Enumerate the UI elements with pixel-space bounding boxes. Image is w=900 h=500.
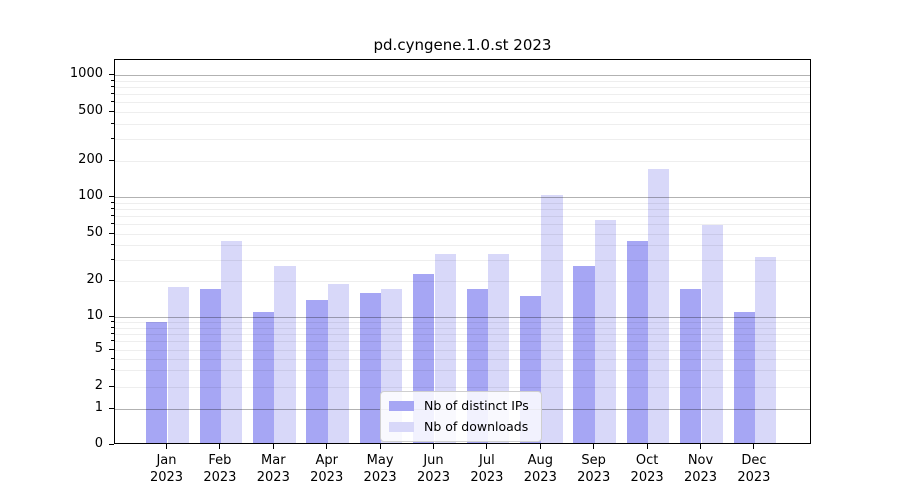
y-tick-label: 50 bbox=[86, 225, 103, 240]
x-tick-label-nov: Nov 2023 bbox=[683, 453, 718, 485]
x-tick-label-feb: Feb 2023 bbox=[203, 453, 237, 485]
bar-distinct-ips-jan bbox=[146, 321, 168, 443]
y-minor-tick-mark bbox=[111, 160, 114, 161]
x-tick-mark bbox=[379, 444, 381, 449]
x-tick-mark bbox=[699, 444, 702, 449]
bar-downloads-oct bbox=[648, 169, 670, 443]
y-minor-tick-mark bbox=[111, 85, 114, 87]
x-tick-mark bbox=[165, 444, 168, 449]
y-minor-tick-mark bbox=[111, 122, 114, 124]
chart-title: pd.cyngene.1.0.st 2023 bbox=[373, 36, 552, 54]
x-tick-label-oct: Oct 2023 bbox=[630, 453, 664, 485]
x-tick-label-jul: Jul 2023 bbox=[470, 453, 504, 485]
y-tick-mark bbox=[109, 443, 114, 445]
y-minor-tick-mark bbox=[111, 201, 114, 203]
bar-downloads-nov bbox=[701, 225, 723, 443]
bar-downloads-dec bbox=[754, 256, 777, 443]
y-tick-mark bbox=[109, 316, 114, 318]
bar-distinct-ips-oct bbox=[626, 240, 649, 443]
y-minor-tick-mark bbox=[111, 233, 114, 234]
bar-downloads-jan bbox=[167, 286, 189, 443]
y-tick-label: 5 bbox=[94, 340, 103, 356]
bar-downloads-apr bbox=[327, 283, 350, 443]
x-tick-mark bbox=[486, 444, 488, 449]
legend-swatch-downloads-icon bbox=[389, 421, 414, 432]
y-minor-tick-mark bbox=[111, 111, 114, 112]
bar-downloads-sep bbox=[594, 220, 617, 443]
bar-downloads-aug bbox=[541, 194, 563, 443]
y-axis: 0 1 2 5 10 20 50 100 200 500 1000 bbox=[0, 59, 114, 451]
x-tick-label-aug: Aug 2023 bbox=[523, 453, 557, 485]
bar-distinct-ips-feb bbox=[199, 289, 221, 443]
y-tick-label: 0 bbox=[94, 435, 103, 451]
y-minor-tick-mark bbox=[111, 357, 114, 359]
bar-distinct-ips-dec bbox=[733, 312, 755, 443]
y-tick-mark bbox=[109, 74, 114, 76]
bar-distinct-ips-mar bbox=[252, 312, 275, 443]
bar-distinct-ips-apr bbox=[306, 299, 328, 443]
x-tick-mark bbox=[219, 444, 221, 449]
y-tick-label: 1 bbox=[94, 400, 103, 415]
y-tick-label: 10 bbox=[86, 308, 103, 323]
y-tick-label: 100 bbox=[78, 188, 103, 203]
y-minor-tick-mark bbox=[111, 320, 114, 322]
x-tick-label-jan: Jan 2023 bbox=[149, 453, 184, 485]
y-minor-tick-mark bbox=[111, 93, 114, 94]
x-tick-mark bbox=[272, 444, 274, 449]
y-minor-tick-mark bbox=[111, 386, 114, 387]
bar-distinct-ips-nov bbox=[680, 289, 702, 443]
y-minor-tick-mark bbox=[111, 340, 114, 341]
y-tick-label: 1000 bbox=[69, 66, 103, 81]
bars-layer bbox=[115, 60, 810, 443]
y-minor-tick-mark bbox=[111, 207, 114, 209]
y-minor-tick-mark bbox=[111, 215, 114, 216]
y-minor-tick-mark bbox=[111, 280, 114, 281]
legend: Nb of distinct IPs Nb of downloads bbox=[380, 391, 542, 442]
x-tick-label-may: May 2023 bbox=[363, 453, 397, 485]
y-minor-tick-mark bbox=[111, 223, 114, 225]
y-tick-label: 200 bbox=[78, 152, 103, 167]
y-minor-tick-mark bbox=[111, 138, 114, 140]
legend-item-distinct-ips: Nb of distinct IPs bbox=[389, 398, 529, 413]
y-minor-tick-mark bbox=[111, 259, 114, 261]
y-minor-tick-mark bbox=[111, 326, 114, 328]
y-tick-label: 20 bbox=[86, 272, 103, 287]
x-tick-mark bbox=[646, 444, 648, 449]
x-tick-mark bbox=[753, 444, 755, 449]
legend-label-downloads: Nb of downloads bbox=[424, 419, 529, 434]
bar-distinct-ips-may bbox=[359, 292, 382, 443]
x-tick-mark bbox=[593, 444, 595, 449]
x-tick-label-apr: Apr 2023 bbox=[310, 453, 344, 485]
y-minor-tick-mark bbox=[111, 244, 114, 246]
y-minor-tick-mark bbox=[111, 369, 114, 371]
bar-downloads-mar bbox=[274, 265, 296, 443]
x-tick-mark bbox=[539, 444, 541, 449]
x-tick-mark bbox=[326, 444, 328, 449]
bar-downloads-feb bbox=[220, 240, 243, 443]
x-axis: Jan 2023 Feb 2023 Mar 2023 Apr 2023 May 2023 Jun 20… bbox=[114, 444, 811, 500]
x-tick-label-dec: Dec 2023 bbox=[737, 453, 771, 485]
x-tick-mark bbox=[432, 444, 435, 449]
x-tick-label-mar: Mar 2023 bbox=[256, 453, 290, 485]
y-tick-mark bbox=[109, 196, 114, 198]
legend-item-downloads: Nb of downloads bbox=[389, 419, 529, 434]
x-tick-label-sep: Sep 2023 bbox=[577, 453, 611, 485]
y-minor-tick-mark bbox=[111, 79, 114, 81]
legend-swatch-distinct-ips-icon bbox=[389, 400, 414, 411]
y-tick-label: 500 bbox=[78, 103, 103, 118]
y-tick-mark bbox=[109, 408, 114, 410]
bar-distinct-ips-sep bbox=[573, 265, 595, 443]
x-tick-label-jun: Jun 2023 bbox=[416, 453, 451, 485]
y-minor-tick-mark bbox=[111, 101, 114, 103]
y-minor-tick-mark bbox=[111, 348, 114, 350]
y-minor-tick-mark bbox=[111, 332, 114, 334]
y-tick-label: 2 bbox=[94, 378, 103, 393]
legend-label-distinct-ips: Nb of distinct IPs bbox=[424, 398, 529, 413]
plot-area: Nb of distinct IPs Nb of downloads bbox=[114, 59, 811, 444]
